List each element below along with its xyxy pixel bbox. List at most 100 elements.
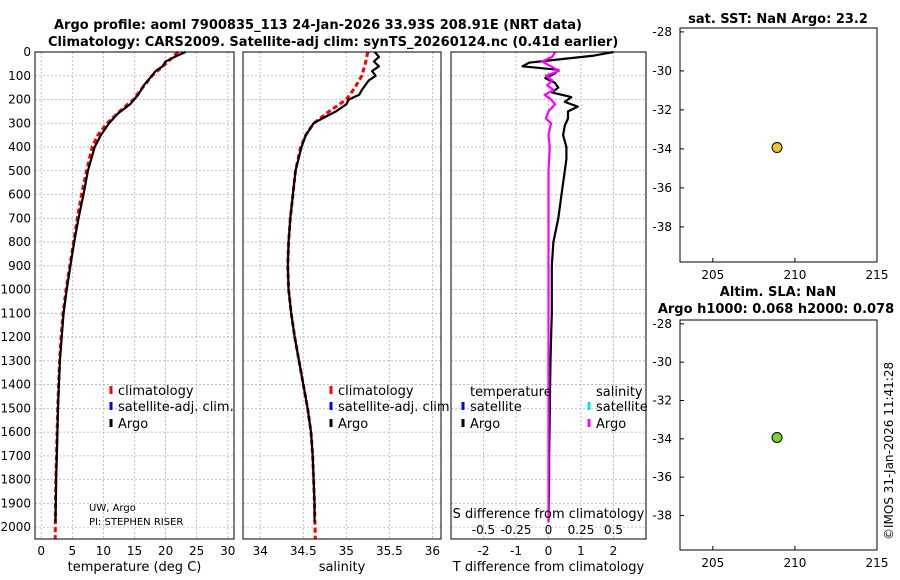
difference-series-1 <box>540 51 561 523</box>
sla_map-ytick-label: -34 <box>652 432 672 446</box>
sla_map-ytick-label: -30 <box>652 355 672 369</box>
diff-legend-salinity-label: Argo <box>596 417 626 432</box>
temperature-xtick-label: 25 <box>189 544 204 558</box>
sla_map-ytick-label: -32 <box>652 394 672 408</box>
temperature-xlabel: temperature (deg C) <box>68 560 202 575</box>
sst_map-ytick-label: -30 <box>652 64 672 78</box>
diff-legend-salinity-label: satellite <box>596 400 648 415</box>
temperature-xtick-label: 20 <box>158 544 173 558</box>
diff-legend-temperature-label: satellite <box>470 400 522 415</box>
difference-xlabel: T difference from climatology <box>452 560 645 575</box>
depth-tick-label: 600 <box>8 188 31 202</box>
salinity-xtick-label: 34 <box>253 544 268 558</box>
depth-tick-label: 1600 <box>0 425 31 439</box>
figure-title-line1: Argo profile: aoml 7900835_113 24-Jan-20… <box>54 18 582 33</box>
difference-frame <box>450 51 647 540</box>
depth-tick-label: 400 <box>8 140 31 154</box>
diff-top-tick-label: -0.25 <box>500 523 531 537</box>
temperature-legend-label: climatology <box>118 384 194 399</box>
sst-map-title: sat. SST: NaN Argo: 23.2 <box>688 12 868 27</box>
sla_map-ytick-label: -28 <box>652 317 672 331</box>
depth-tick-label: 1700 <box>0 449 31 463</box>
diff-legend-salinity-title: salinity <box>596 385 643 400</box>
diff-top-tick-label: 0 <box>545 523 553 537</box>
sla_map-float-position-point <box>771 431 783 443</box>
sla_map-xtick-label: 205 <box>701 556 724 570</box>
salinity-xtick-label: 35.5 <box>376 544 403 558</box>
salinity-xtick-label: 35 <box>339 544 354 558</box>
salinity-xtick-label: 36 <box>425 544 440 558</box>
depth-tick-label: 100 <box>8 69 31 83</box>
temperature-xtick-label: 15 <box>127 544 142 558</box>
salinity-panel: 34 34.5 35 35.5 36 salinity climatologysatelli… <box>242 51 454 575</box>
temperature-frame <box>34 51 235 540</box>
depth-tick-label: 800 <box>8 235 31 249</box>
sst_map-ytick-label: -36 <box>652 181 672 195</box>
sla_map-xtick-label: 215 <box>866 556 889 570</box>
depth-tick-label: 900 <box>8 259 31 273</box>
temperature-xtick-label: 30 <box>220 544 235 558</box>
credit-pi: PI: STEPHEN RISER <box>89 517 183 528</box>
depth-tick-label: 1100 <box>0 306 31 320</box>
temperature-xtick-label: 0 <box>37 544 45 558</box>
imos-watermark: ©IMOS 31-Jan-2026 11:41:28 <box>882 362 896 540</box>
difference-xtick-label: -2 <box>478 544 490 558</box>
sst_map-panel: -28 -30 -32 -34 -36 -38 205 210 215 <box>652 25 888 282</box>
salinity-xlabel: salinity <box>319 560 366 575</box>
diff-top-tick-label: 0.25 <box>568 523 595 537</box>
depth-tick-label: 1300 <box>0 354 31 368</box>
credit-institution: UW, Argo <box>89 503 136 514</box>
depth-tick-label: 0 <box>23 45 31 59</box>
sst_map-ytick-label: -28 <box>652 25 672 39</box>
difference-xtick-label: 2 <box>610 544 618 558</box>
sla-map-title-line1: Altim. SLA: NaN <box>720 285 836 300</box>
depth-tick-label: 700 <box>8 211 31 225</box>
salinity-legend-label: climatology <box>338 384 414 399</box>
temperature-legend-label: satellite-adj. clim. <box>118 400 234 415</box>
temperature-series-1 <box>54 50 186 523</box>
diff-legend-temperature-title: temperature <box>470 385 552 400</box>
sla_map-xtick-label: 210 <box>783 556 806 570</box>
depth-tick-label: 300 <box>8 116 31 130</box>
difference-xtick-label: 1 <box>577 544 585 558</box>
diff-top-axis-label: S difference from climatology <box>453 507 645 522</box>
temperature-xtick-label: 5 <box>68 544 76 558</box>
diff-top-tick-label: -0.5 <box>472 523 495 537</box>
depth-tick-label: 1200 <box>0 330 31 344</box>
sst_map-xtick-label: 210 <box>783 268 806 282</box>
sla_map-ytick-label: -36 <box>652 470 672 484</box>
difference-xtick-label: -1 <box>510 544 522 558</box>
depth-tick-label: 1400 <box>0 378 31 392</box>
diff-top-tick-label: 0.5 <box>604 523 623 537</box>
sst_map-xtick-label: 215 <box>866 268 889 282</box>
sst_map-ytick-label: -32 <box>652 103 672 117</box>
sst_map-ytick-label: -38 <box>652 220 672 234</box>
temperature-legend-label: Argo <box>118 417 148 432</box>
sst_map-float-position-point <box>771 142 783 154</box>
depth-tick-label: 1500 <box>0 401 31 415</box>
depth-tick-label: 2000 <box>0 520 31 534</box>
temperature-panel: 0 5 10 15 20 25 30 temperature (deg C) 0 100 200 30… <box>0 45 235 575</box>
difference-panel: -2 -1 0 1 2 T difference from climatology temp… <box>450 50 648 575</box>
salinity-frame <box>242 51 442 540</box>
sst_map-xtick-label: 205 <box>701 268 724 282</box>
temperature-xtick-label: 10 <box>96 544 111 558</box>
salinity-legend-label: satellite-adj. clim. <box>338 400 454 415</box>
diff-legend-temperature-label: Argo <box>470 417 500 432</box>
depth-tick-label: 1000 <box>0 283 31 297</box>
depth-tick-label: 1800 <box>0 473 31 487</box>
salinity-legend-label: Argo <box>338 417 368 432</box>
depth-tick-label: 200 <box>8 93 31 107</box>
sla_map-ytick-label: -38 <box>652 509 672 523</box>
salinity-xtick-label: 34.5 <box>290 544 317 558</box>
salinity-series-1 <box>286 51 381 523</box>
figure-title-line2: Climatology: CARS2009. Satellite-adj cli… <box>48 35 618 50</box>
depth-tick-label: 500 <box>8 164 31 178</box>
depth-tick-label: 1900 <box>0 496 31 510</box>
difference-xtick-label: 0 <box>545 544 553 558</box>
sla_map-panel: -28 -30 -32 -34 -36 -38 205 210 215 <box>652 317 888 570</box>
sla-map-title-line2: Argo h1000: 0.068 h2000: 0.078 <box>658 302 894 317</box>
salinity-plot-area <box>243 52 441 539</box>
sst_map-ytick-label: -34 <box>652 142 672 156</box>
